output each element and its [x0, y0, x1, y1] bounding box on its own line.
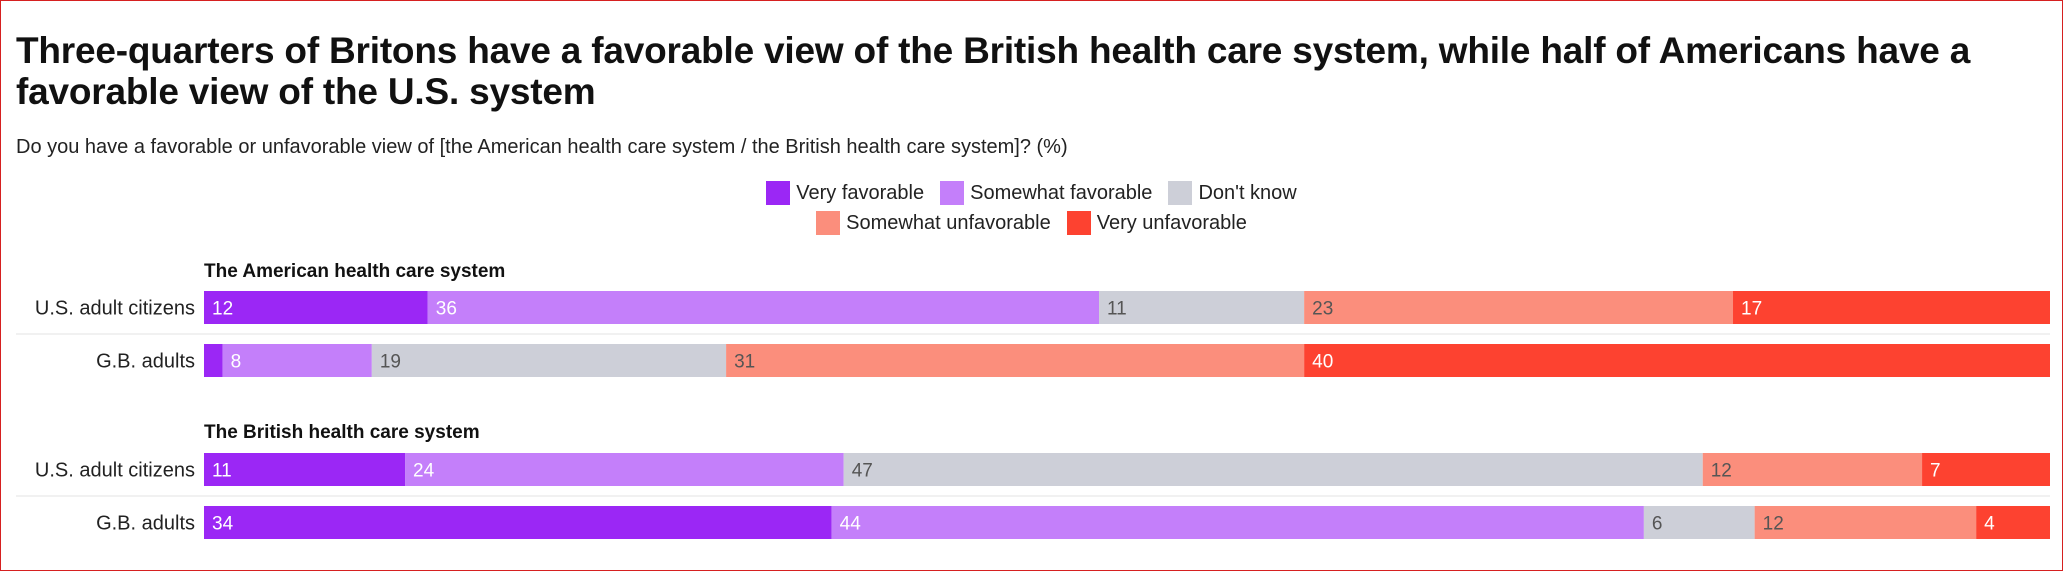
bar-segment-very-unfavorable — [1304, 344, 2050, 377]
data-label-somewhat-favorable: 44 — [840, 514, 862, 535]
data-label-very-favorable: 12 — [212, 299, 233, 320]
bar-segment-somewhat-favorable — [405, 453, 844, 486]
legend-item-somewhat-unfavorable: Somewhat unfavorable — [816, 211, 1051, 235]
legend-swatch-dont-know — [1168, 181, 1193, 205]
bar-segment-somewhat-favorable — [427, 291, 1100, 324]
group-title-2: The British health care system — [204, 422, 480, 443]
legend-label-somewhat-unfavorable: Somewhat unfavorable — [846, 211, 1051, 234]
legend-label-very-favorable: Very favorable — [796, 181, 925, 204]
data-label-somewhat-unfavorable: 12 — [1763, 514, 1784, 535]
data-label-very-unfavorable: 17 — [1741, 299, 1762, 320]
bar-segment-don-t-know — [1099, 291, 1305, 324]
legend-item-somewhat-favorable: Somewhat favorable — [940, 181, 1152, 205]
group-title-1: The American health care system — [204, 261, 505, 282]
legend-label-dont-know: Don't know — [1198, 181, 1297, 204]
chart-subtitle: Do you have a favorable or unfavorable v… — [16, 136, 1068, 158]
legend-item-very-unfavorable: Very unfavorable — [1066, 211, 1247, 235]
legend-swatch-very-favorable — [766, 181, 791, 205]
data-label-somewhat-favorable: 24 — [413, 461, 435, 482]
row-label-u-s-adult-citizens: U.S. adult citizens — [35, 460, 195, 482]
legend-label-very-unfavorable: Very unfavorable — [1096, 211, 1247, 234]
data-label-don-t-know: 19 — [380, 352, 401, 373]
bar-segment-somewhat-unfavorable — [1754, 506, 1977, 539]
legend-swatch-very-unfavorable — [1066, 211, 1091, 235]
data-label-somewhat-unfavorable: 31 — [734, 352, 755, 373]
legend-item-dont-know: Don't know — [1168, 181, 1297, 205]
legend-label-somewhat-favorable: Somewhat favorable — [970, 181, 1153, 204]
bar-segment-don-t-know — [1643, 506, 1755, 539]
bar-segment-very-favorable — [204, 291, 428, 324]
data-label-don-t-know: 47 — [852, 461, 873, 482]
data-label-very-favorable: 11 — [212, 461, 232, 482]
bar-segment-very-favorable — [204, 453, 406, 486]
data-label-very-unfavorable: 4 — [1984, 514, 1995, 535]
data-label-don-t-know: 6 — [1652, 514, 1663, 535]
data-label-very-unfavorable: 7 — [1930, 461, 1941, 482]
bar-segment-don-t-know — [843, 453, 1703, 486]
bar-segment-somewhat-unfavorable — [1304, 291, 1734, 324]
legend-row-2: Somewhat unfavorable Very unfavorable — [0, 211, 2063, 235]
data-label-somewhat-unfavorable: 12 — [1711, 461, 1732, 482]
bar-segment-somewhat-favorable — [831, 506, 1644, 539]
bar-segment-somewhat-unfavorable — [726, 344, 1305, 377]
bar-segment-very-favorable — [204, 344, 223, 377]
data-label-very-unfavorable: 40 — [1312, 352, 1333, 373]
bar-segment-very-unfavorable — [1733, 291, 2050, 324]
bar-segment-don-t-know — [371, 344, 727, 377]
data-label-somewhat-favorable: 8 — [231, 352, 242, 373]
row-label-g-b-adults: G.B. adults — [96, 513, 195, 535]
legend-swatch-somewhat-favorable — [940, 181, 965, 205]
row-label-u-s-adult-citizens: U.S. adult citizens — [35, 298, 195, 320]
data-label-somewhat-unfavorable: 23 — [1312, 299, 1333, 320]
bar-segment-somewhat-favorable — [222, 344, 372, 377]
bar-segment-somewhat-unfavorable — [1702, 453, 1923, 486]
data-label-very-favorable: 34 — [212, 514, 234, 535]
bar-segment-very-favorable — [204, 506, 832, 539]
legend-swatch-somewhat-unfavorable — [816, 211, 841, 235]
bar-segment-very-unfavorable — [1976, 506, 2050, 539]
legend-row-1: Very favorable Somewhat favorable Don't … — [0, 181, 2063, 205]
legend-item-very-favorable: Very favorable — [766, 181, 924, 205]
bar-segment-very-unfavorable — [1922, 453, 2050, 486]
data-label-don-t-know: 11 — [1107, 299, 1127, 320]
chart-title: Three-quarters of Britons have a favorab… — [16, 30, 1971, 112]
row-label-g-b-adults: G.B. adults — [96, 351, 195, 373]
data-label-somewhat-favorable: 36 — [436, 299, 457, 320]
